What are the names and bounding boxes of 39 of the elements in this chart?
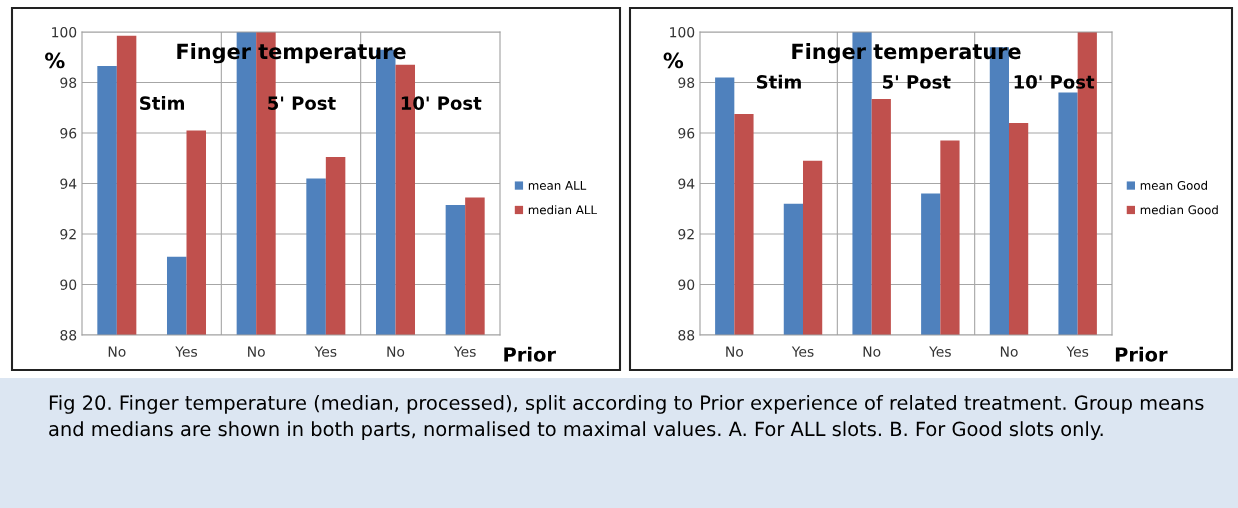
y-tick-label: 94	[678, 178, 695, 189]
y-tick-label: 100	[52, 26, 77, 38]
annotation: 5' Post	[883, 75, 951, 89]
y-tick-label: 100	[670, 26, 695, 38]
x-tick-label: Yes	[929, 346, 951, 357]
x-tick-label: Yes	[314, 346, 337, 357]
legend-label: mean ALL	[528, 181, 587, 190]
x-axis-title: Prior	[1115, 346, 1168, 362]
x-tick-label: No	[108, 346, 126, 357]
y-tick-label: 92	[60, 228, 76, 240]
y-tick-label: 88	[678, 329, 695, 341]
x-tick-label: No	[1000, 346, 1018, 357]
x-tick-label: Yes	[791, 346, 814, 357]
y-tick-label: 88	[60, 329, 77, 341]
x-tick-label: No	[863, 346, 881, 357]
y-tick-label: 98	[60, 77, 77, 88]
x-tick-label: Yes	[1066, 346, 1089, 357]
legend-label: median ALL	[528, 205, 597, 215]
y-tick-label: 98	[678, 77, 695, 88]
y-tick-label: 90	[678, 279, 695, 290]
y-axis-title: %	[663, 52, 684, 69]
x-tick-label: No	[726, 346, 744, 357]
annotation: Stim	[756, 74, 801, 89]
annotation: Stim	[140, 95, 185, 110]
annotation: 10' Post	[401, 96, 482, 110]
y-axis-title: %	[45, 52, 65, 69]
caption: Fig 20. Finger temperature (median, processed), split according to Prior experience of related treatment. Group means and medians are shown in both parts, normalised to maximal values. A. For ALL slots. B. For Good slots only.	[49, 395, 1204, 441]
x-tick-label: No	[387, 346, 405, 357]
legend-label: mean Good	[1140, 180, 1207, 190]
x-axis-title: Prior	[504, 346, 556, 362]
y-tick-label: 90	[60, 279, 77, 290]
y-tick-label: 96	[678, 127, 695, 139]
legend-label: median Good	[1140, 205, 1218, 215]
y-tick-label: 94	[60, 178, 77, 189]
x-tick-label: Yes	[175, 346, 198, 357]
y-tick-label: 92	[678, 228, 694, 240]
y-tick-label: 96	[60, 127, 77, 139]
x-tick-label: Yes	[453, 346, 476, 357]
x-tick-label: No	[248, 346, 265, 357]
